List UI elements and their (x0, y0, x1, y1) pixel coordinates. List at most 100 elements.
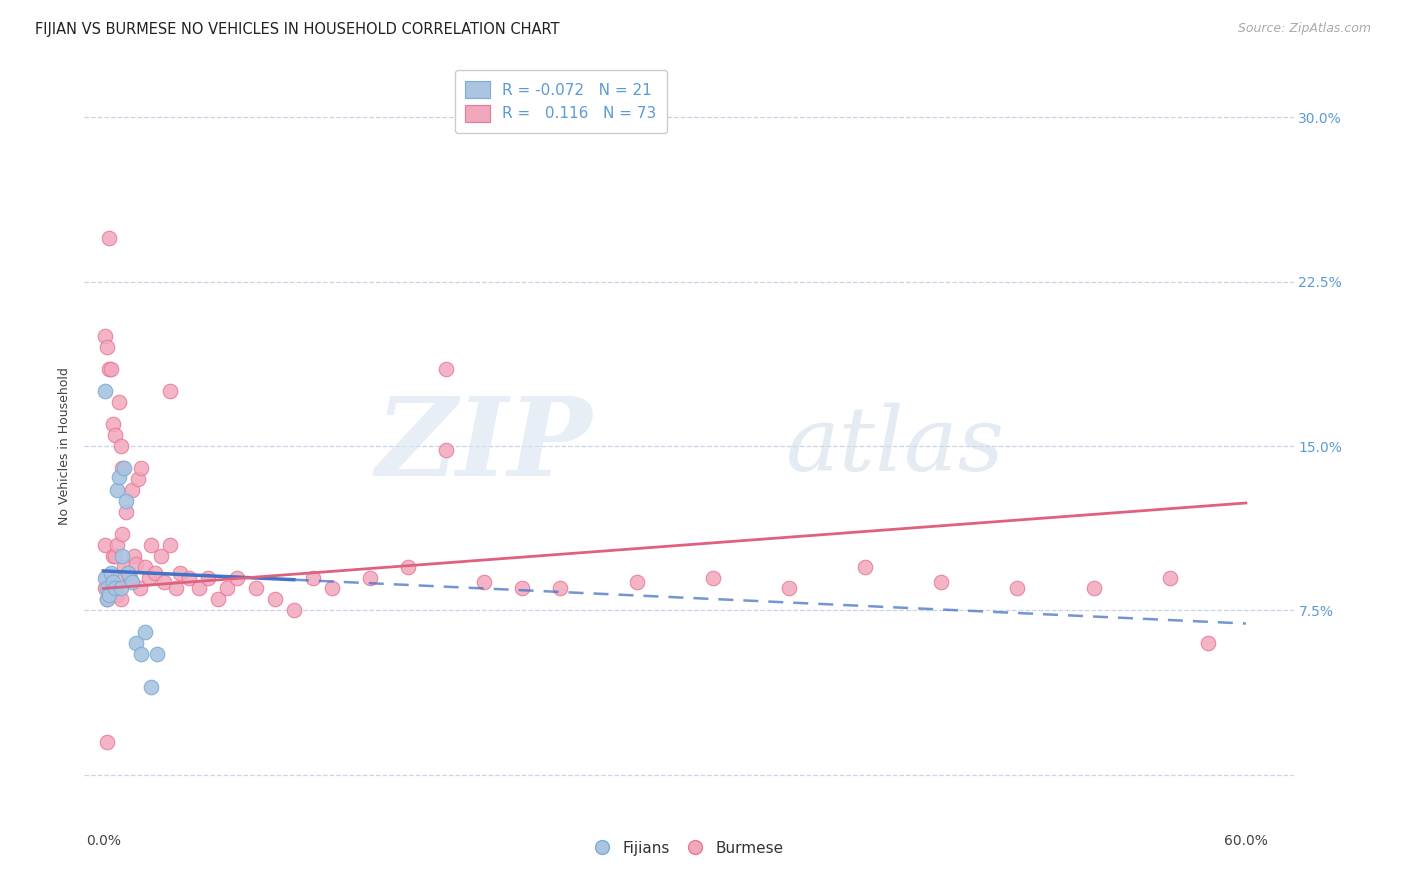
Point (134, 625, 156, 640)
Point (139, 680, 162, 694)
Y-axis label: No Vehicles in Household: No Vehicles in Household (58, 368, 72, 524)
Point (145, 647, 167, 661)
Point (107, 570, 129, 584)
Point (626, 574, 648, 589)
Point (105, 538, 128, 552)
Point (94, 582, 117, 596)
Point (159, 538, 181, 552)
Point (111, 526, 134, 541)
Point (134, 559, 156, 574)
Point (105, 588, 128, 602)
Point (115, 493, 138, 508)
Point (1083, 582, 1105, 596)
Point (101, 574, 124, 589)
Point (100, 566, 122, 581)
Point (96, 570, 118, 584)
Point (98, 588, 121, 602)
Point (101, 417, 124, 431)
Point (245, 582, 267, 596)
Point (98, 362, 121, 376)
Text: atlas: atlas (786, 402, 1005, 490)
Point (359, 570, 381, 584)
Point (139, 538, 162, 552)
Point (1159, 570, 1181, 584)
Point (434, 362, 457, 376)
Point (104, 582, 127, 596)
Point (94, 570, 117, 584)
Point (169, 566, 191, 581)
Point (110, 582, 132, 596)
Point (510, 582, 533, 596)
Point (138, 570, 160, 584)
Point (100, 570, 122, 584)
Point (165, 582, 187, 596)
Point (98, 231, 121, 245)
Point (107, 395, 129, 409)
Point (321, 582, 343, 596)
Point (131, 647, 153, 661)
Point (96, 340, 118, 354)
Point (396, 559, 419, 574)
Point (112, 559, 135, 574)
Point (225, 570, 247, 584)
Point (101, 549, 124, 563)
Point (434, 443, 457, 458)
Point (105, 483, 128, 497)
Point (115, 505, 138, 519)
Point (111, 461, 134, 475)
Point (153, 574, 176, 589)
Point (177, 570, 200, 584)
Point (117, 566, 139, 581)
Point (702, 570, 724, 584)
Text: Source: ZipAtlas.com: Source: ZipAtlas.com (1237, 22, 1371, 36)
Point (98, 582, 121, 596)
Point (121, 574, 143, 589)
Point (131, 461, 153, 475)
Point (96, 592, 118, 607)
Point (197, 570, 219, 584)
Point (143, 566, 166, 581)
Point (104, 549, 127, 563)
Point (101, 582, 124, 596)
Point (107, 469, 129, 483)
Point (217, 582, 239, 596)
Point (125, 636, 148, 650)
Point (1197, 636, 1219, 650)
Point (112, 461, 135, 475)
Point (550, 582, 572, 596)
Point (207, 592, 229, 607)
Point (128, 582, 150, 596)
Point (96, 735, 118, 749)
Point (187, 582, 209, 596)
Legend: Fijians, Burmese: Fijians, Burmese (586, 834, 792, 864)
Point (110, 439, 132, 453)
Point (94, 538, 117, 552)
Point (1007, 582, 1029, 596)
Point (96, 592, 118, 607)
Point (853, 559, 876, 574)
Point (100, 362, 122, 376)
Text: FIJIAN VS BURMESE NO VEHICLES IN HOUSEHOLD CORRELATION CHART: FIJIAN VS BURMESE NO VEHICLES IN HOUSEHO… (35, 22, 560, 37)
Point (121, 483, 143, 497)
Point (283, 603, 305, 617)
Point (111, 549, 134, 563)
Point (94, 329, 117, 343)
Point (125, 558, 148, 572)
Point (96, 582, 118, 596)
Point (104, 428, 127, 442)
Point (302, 570, 325, 584)
Point (117, 566, 139, 581)
Point (778, 582, 800, 596)
Point (120, 570, 142, 584)
Point (472, 574, 495, 589)
Text: ZIP: ZIP (375, 392, 592, 500)
Point (159, 384, 181, 399)
Point (929, 574, 952, 589)
Point (104, 582, 127, 596)
Point (149, 549, 172, 563)
Point (110, 592, 132, 607)
Point (122, 549, 145, 563)
Point (127, 472, 149, 486)
Point (94, 384, 117, 399)
Point (263, 592, 285, 607)
